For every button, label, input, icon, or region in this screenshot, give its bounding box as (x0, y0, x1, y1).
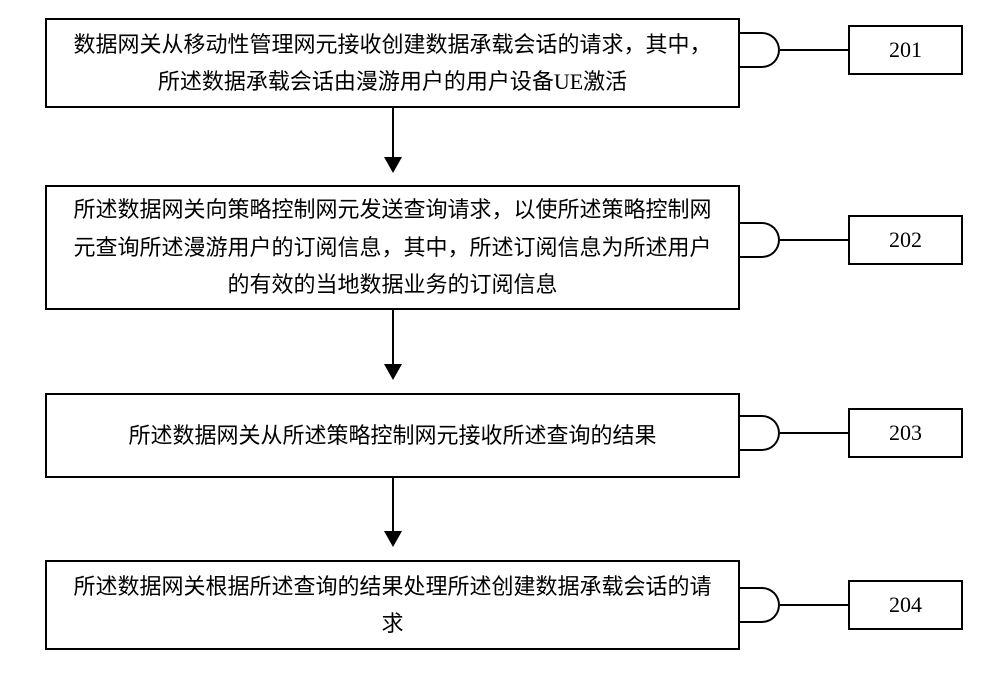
connector-curve (740, 32, 780, 68)
connector-curve (740, 415, 780, 451)
step-text: 所述数据网关向策略控制网元发送查询请求，以使所述策略控制网元查询所述漫游用户的订… (67, 191, 718, 303)
connector-line (780, 49, 848, 51)
flow-arrow (392, 478, 394, 545)
label-text: 201 (889, 37, 922, 63)
label-text: 202 (889, 227, 922, 253)
label-text: 203 (889, 420, 922, 446)
label-text: 204 (889, 592, 922, 618)
step-text: 所述数据网关从所述策略控制网元接收所述查询的结果 (128, 417, 656, 454)
step-text: 数据网关从移动性管理网元接收创建数据承载会话的请求，其中，所述数据承载会话由漫游… (67, 26, 718, 101)
step-box-204: 所述数据网关根据所述查询的结果处理所述创建数据承载会话的请求 (45, 560, 740, 650)
step-box-201: 数据网关从移动性管理网元接收创建数据承载会话的请求，其中，所述数据承载会话由漫游… (45, 18, 740, 108)
connector-line (780, 239, 848, 241)
step-box-203: 所述数据网关从所述策略控制网元接收所述查询的结果 (45, 393, 740, 478)
label-box-202: 202 (848, 215, 963, 265)
flow-arrow (392, 310, 394, 378)
label-box-204: 204 (848, 580, 963, 630)
label-box-201: 201 (848, 25, 963, 75)
connector-line (780, 604, 848, 606)
label-box-203: 203 (848, 408, 963, 458)
connector-line (780, 432, 848, 434)
connector-curve (740, 222, 780, 258)
connector-curve (740, 587, 780, 623)
flowchart-container: 数据网关从移动性管理网元接收创建数据承载会话的请求，其中，所述数据承载会话由漫游… (0, 0, 1000, 690)
step-text: 所述数据网关根据所述查询的结果处理所述创建数据承载会话的请求 (67, 568, 718, 643)
flow-arrow (392, 108, 394, 171)
step-box-202: 所述数据网关向策略控制网元发送查询请求，以使所述策略控制网元查询所述漫游用户的订… (45, 185, 740, 310)
